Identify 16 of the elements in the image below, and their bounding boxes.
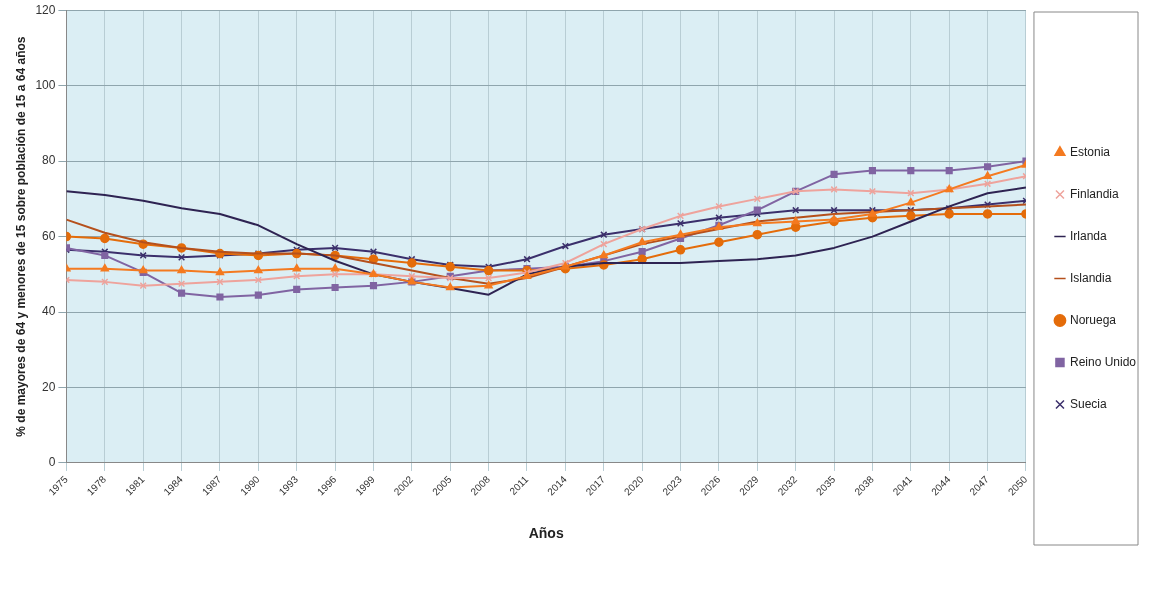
legend-label: Suecia [1069,396,1107,411]
y-tick-label: 20 [42,379,56,394]
legend-label: Finlandia [1069,186,1119,201]
y-tick-label: 0 [48,455,56,470]
y-tick-label: 40 [42,304,56,319]
y-axis-title: % de mayores de 64 y menores de 15 sobre población de 15 a 64 años [13,36,28,437]
y-tick-label: 60 [42,228,56,243]
y-tick-label: 100 [35,77,56,92]
legend-label: Estonia [1069,144,1111,159]
legend-label: Reino Unido [1069,354,1137,369]
y-tick-label: 120 [35,2,56,17]
y-tick-label: 80 [42,153,56,168]
legend-label: Noruega [1069,312,1117,327]
legend-label: Irlanda [1069,228,1107,243]
x-axis-title: Años [528,525,564,542]
legend-label: Islandia [1069,270,1112,285]
